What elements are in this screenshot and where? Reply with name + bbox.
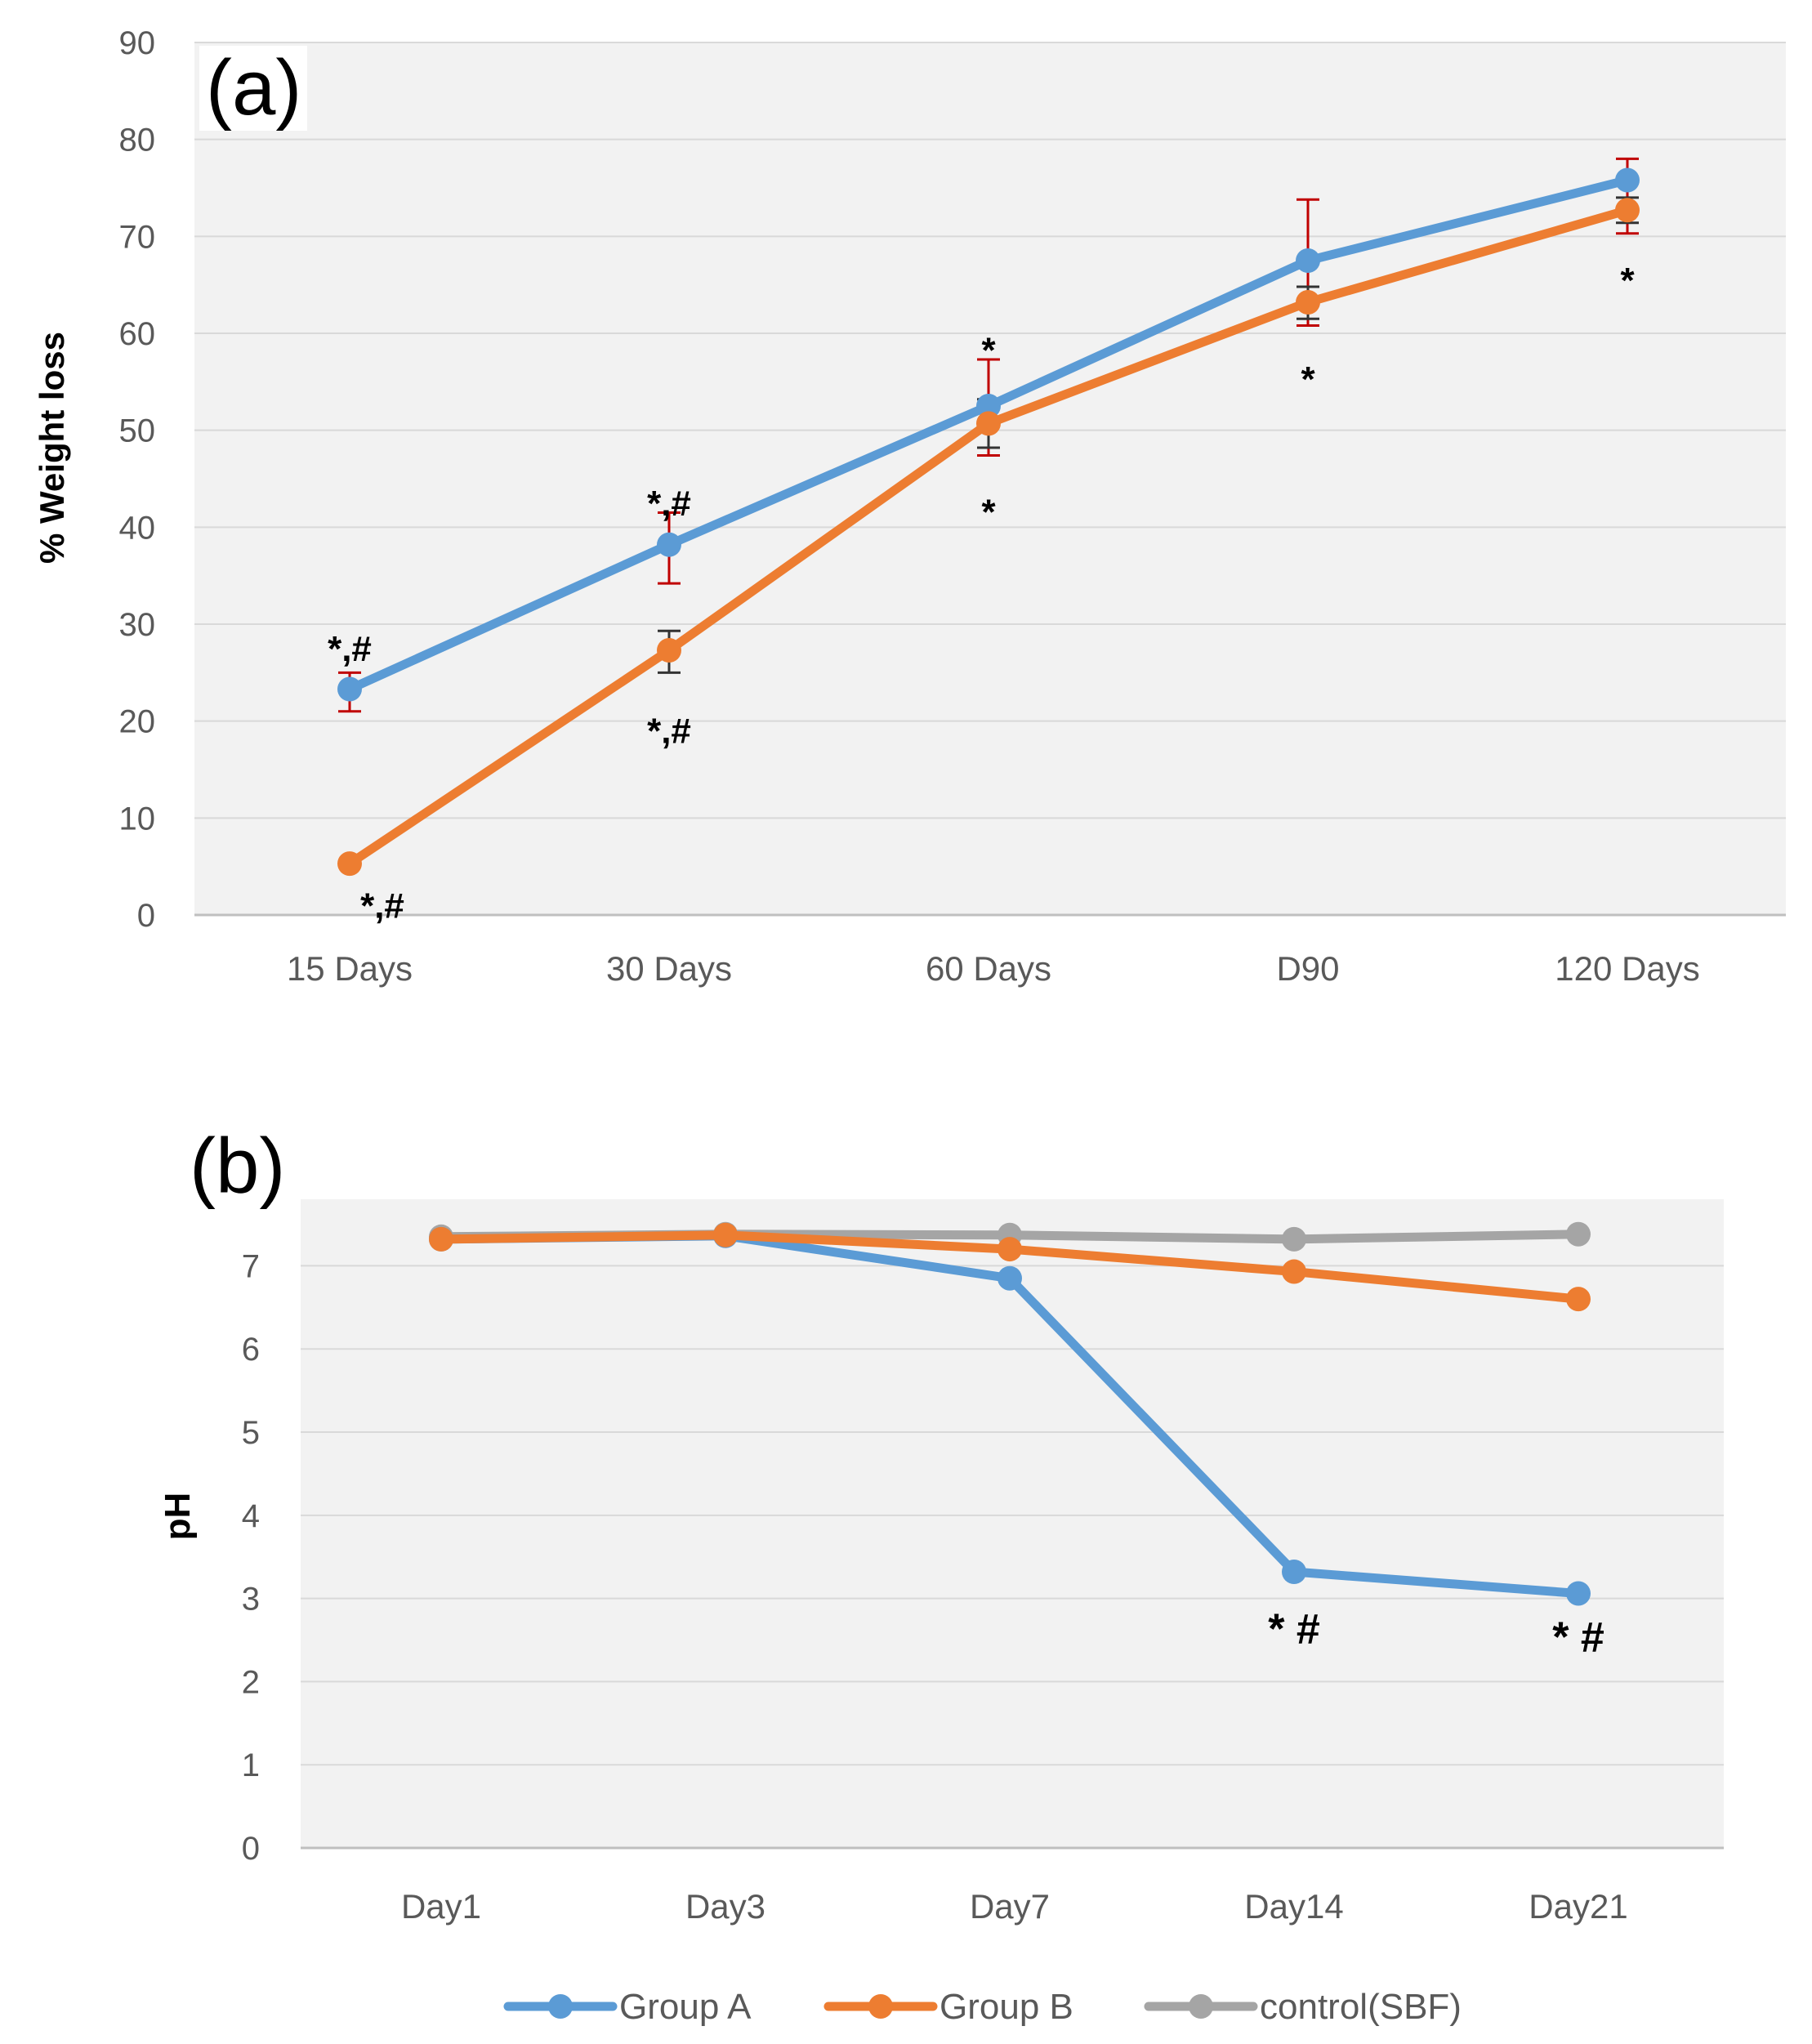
significance-mark: *: [981, 330, 996, 370]
weight-loss-y-axis-label: % Weight loss: [33, 332, 71, 564]
ph-gridlines: [301, 1265, 1724, 1850]
panel-label-a: (a): [206, 44, 301, 132]
data-point-control-sbf: [1282, 1226, 1306, 1252]
data-point-group-a: [997, 1265, 1022, 1291]
data-point-group-b: [1566, 1287, 1591, 1312]
y-tick-label: 70: [119, 219, 156, 255]
x-tick-label: 120 Days: [1555, 949, 1699, 988]
significance-mark: *,#: [647, 712, 691, 752]
y-tick-label: 3: [242, 1582, 260, 1618]
legend-label-group-b: Group B: [939, 1987, 1073, 2027]
significance-mark: *,#: [360, 886, 404, 926]
y-tick-label: 10: [119, 801, 156, 837]
data-point-group-b: [1296, 290, 1320, 315]
legend-label-group-a: Group A: [619, 1987, 752, 2027]
ph-y-tick-labels: 0 1 2 3 4 5 6 7: [242, 1248, 260, 1867]
ph-y-axis-label: pH: [158, 1493, 198, 1541]
weight-loss-chart: 0 10 20 30 40 50 60 70 80 90 15 Days 30 Days 60 Day…: [33, 25, 1786, 988]
legend-marker-control-sbf: [1189, 1994, 1213, 2019]
data-point-group-b: [657, 638, 681, 663]
y-tick-label: 40: [119, 510, 156, 546]
weight-loss-series: [337, 167, 1640, 877]
data-point-group-b: [1282, 1259, 1306, 1284]
ph-plot-area: [301, 1199, 1724, 1848]
data-point-control-sbf: [1566, 1221, 1591, 1247]
ph-significance-marks: * # * #: [1268, 1605, 1604, 1661]
significance-mark: *,#: [647, 484, 691, 524]
x-tick-label: Day1: [401, 1887, 481, 1926]
y-tick-label: 5: [242, 1415, 260, 1451]
panel-label-a-background: [199, 46, 307, 131]
legend-marker-group-b: [868, 1994, 893, 2019]
ph-chart: 0 1 2 3 4 5 6 7 Day1 Day3 Day7 Day14 Day21 * # * # (…: [158, 1122, 1724, 1926]
legend-label-control-sbf: control(SBF): [1260, 1987, 1462, 2027]
significance-mark: *,#: [328, 629, 372, 669]
panel-label-b: (b): [190, 1122, 285, 1210]
significance-mark: * #: [1268, 1605, 1320, 1653]
data-point-group-a: [657, 532, 681, 557]
y-tick-label: 7: [242, 1248, 260, 1284]
x-tick-label: Day14: [1244, 1887, 1343, 1926]
y-tick-label: 0: [242, 1831, 260, 1867]
ph-x-tick-labels: Day1 Day3 Day7 Day14 Day21: [401, 1887, 1628, 1926]
weight-loss-gridlines: [194, 42, 1786, 917]
data-point-group-a: [337, 676, 362, 702]
y-tick-label: 90: [119, 25, 156, 61]
y-tick-label: 60: [119, 316, 156, 352]
x-tick-label: 15 Days: [287, 949, 413, 988]
x-tick-label: Day21: [1529, 1887, 1627, 1926]
x-tick-label: Day7: [970, 1887, 1050, 1926]
y-tick-label: 80: [119, 123, 156, 158]
x-tick-label: D90: [1276, 949, 1339, 988]
weight-loss-y-tick-labels: 0 10 20 30 40 50 60 70 80 90: [119, 25, 156, 934]
y-tick-label: 2: [242, 1664, 260, 1700]
x-tick-label: Day3: [685, 1887, 765, 1926]
weight-loss-plot-area: [194, 42, 1786, 915]
y-tick-label: 6: [242, 1332, 260, 1368]
y-tick-label: 50: [119, 413, 156, 449]
data-point-group-b: [713, 1222, 738, 1247]
data-point-group-a: [1282, 1560, 1306, 1585]
data-point-group-a: [1566, 1581, 1591, 1606]
legend: Group A Group B control(SBF): [503, 1987, 1462, 2027]
significance-mark: *: [1620, 261, 1635, 301]
data-point-group-a: [1296, 248, 1320, 273]
x-tick-label: 60 Days: [926, 949, 1051, 988]
data-point-group-b: [997, 1237, 1022, 1262]
data-point-group-b: [976, 411, 1001, 436]
significance-mark: *: [981, 493, 996, 533]
data-point-group-b: [337, 851, 362, 877]
y-tick-label: 20: [119, 704, 156, 740]
significance-mark: * #: [1552, 1614, 1604, 1662]
significance-mark: *: [1301, 359, 1315, 399]
weight-loss-x-tick-labels: 15 Days 30 Days 60 Days D90 120 Days: [287, 949, 1700, 988]
ph-series: [429, 1221, 1591, 1606]
y-tick-label: 30: [119, 607, 156, 643]
x-tick-label: 30 Days: [606, 949, 732, 988]
weight-loss-significance-marks: *,# *,# *,# *,# * * * *: [328, 261, 1635, 926]
y-tick-label: 1: [242, 1747, 260, 1783]
data-point-group-b: [429, 1226, 453, 1252]
data-point-group-a: [1615, 167, 1640, 193]
data-point-group-b: [1615, 198, 1640, 223]
y-tick-label: 0: [137, 898, 155, 934]
legend-marker-group-a: [548, 1994, 573, 2019]
y-tick-label: 4: [242, 1498, 260, 1534]
data-point-group-a: [976, 394, 1001, 418]
